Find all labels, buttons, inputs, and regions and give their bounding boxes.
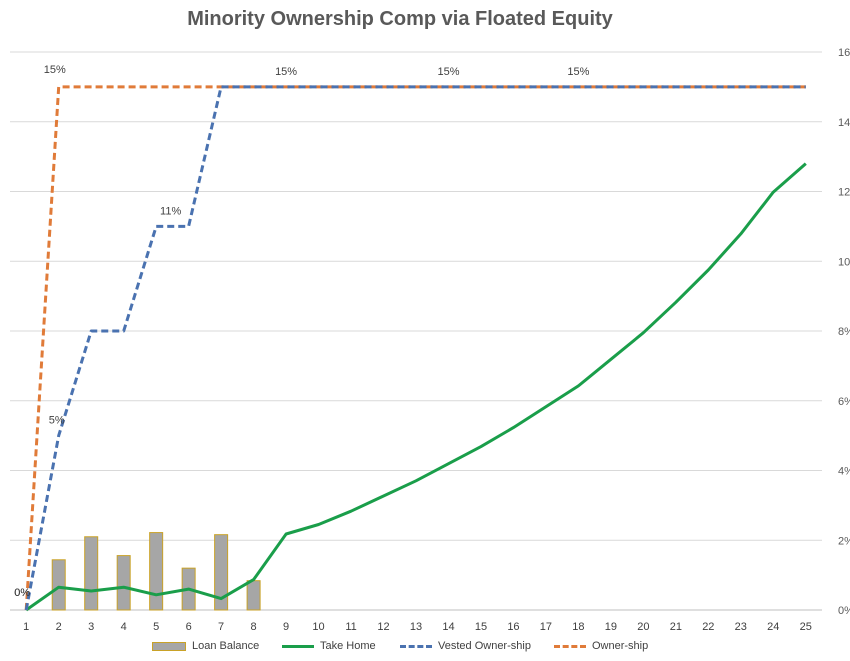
x-tick-label: 10 [312, 621, 324, 633]
x-tick-label: 24 [767, 621, 779, 633]
x-tick-label: 25 [800, 621, 812, 633]
legend-label-take-home: Take Home [320, 640, 376, 652]
legend-label-ownership: Owner-ship [592, 640, 649, 652]
y-tick-label: 10% [838, 256, 850, 268]
bar-loan-balance [84, 536, 99, 611]
data-label: 15% [44, 64, 66, 76]
data-label: 11% [160, 205, 181, 217]
y-tick-label: 0% [838, 605, 850, 617]
line-ownership [24, 85, 806, 611]
chart-plot: 0%2%4%6%8%10%12%14%16%123456789101112131… [10, 47, 850, 633]
legend-label-loan-balance: Loan Balance [192, 640, 260, 652]
x-tick-label: 17 [540, 621, 552, 633]
x-tick-label: 4 [121, 621, 127, 633]
y-tick-label: 12% [838, 187, 850, 199]
bar-loan-balance [116, 555, 131, 611]
x-tick-label: 8 [251, 621, 257, 633]
data-label: 15% [275, 66, 297, 78]
x-tick-label: 7 [218, 621, 224, 633]
y-tick-label: 4% [838, 466, 850, 478]
legend: Loan Balance Take Home Vested Owner-ship… [0, 640, 850, 660]
y-tick-label: 8% [838, 326, 850, 338]
x-tick-label: 13 [410, 621, 422, 633]
legend-swatch-take-home [282, 644, 314, 648]
y-tick-label: 14% [838, 117, 850, 129]
data-label: 15% [567, 66, 589, 78]
x-tick-label: 21 [670, 621, 682, 633]
data-label: 15% [437, 66, 459, 78]
legend-swatch-vested-ownership [400, 644, 432, 648]
x-tick-label: 22 [702, 621, 714, 633]
x-tick-label: 5 [153, 621, 159, 633]
x-tick-label: 18 [572, 621, 584, 633]
x-tick-label: 11 [345, 621, 356, 633]
legend-item-take-home: Take Home [282, 640, 376, 652]
legend-label-vested-ownership: Vested Owner-ship [438, 640, 531, 652]
bar-loan-balance [246, 580, 261, 611]
x-tick-label: 23 [735, 621, 747, 633]
bar-loan-balance [51, 559, 66, 611]
data-label: 5% [49, 415, 65, 427]
x-tick-label: 20 [637, 621, 649, 633]
x-tick-label: 19 [605, 621, 617, 633]
bar-loan-balance [149, 532, 164, 611]
x-tick-label: 2 [56, 621, 62, 633]
x-tick-label: 14 [442, 621, 454, 633]
line-vested-ownership [24, 85, 806, 611]
y-tick-label: 2% [838, 535, 850, 547]
legend-item-vested-ownership: Vested Owner-ship [400, 640, 531, 652]
x-tick-label: 12 [377, 621, 389, 633]
line-take-home [25, 162, 807, 612]
legend-swatch-ownership [554, 644, 586, 648]
y-tick-label: 16% [838, 47, 850, 59]
legend-swatch-loan-balance [152, 641, 186, 651]
x-tick-label: 16 [507, 621, 519, 633]
data-label: 0% [14, 587, 30, 599]
x-tick-label: 9 [283, 621, 289, 633]
data-label: 0% [14, 587, 30, 599]
x-tick-label: 6 [186, 621, 192, 633]
legend-item-loan-balance: Loan Balance [152, 640, 259, 652]
x-tick-label: 1 [23, 621, 29, 633]
legend-item-ownership: Owner-ship [554, 640, 648, 652]
bar-loan-balance [214, 534, 229, 611]
x-tick-label: 15 [475, 621, 487, 633]
x-tick-label: 3 [88, 621, 94, 633]
y-tick-label: 6% [838, 396, 850, 408]
chart-title: Minority Ownership Comp via Floated Equi… [187, 8, 613, 30]
